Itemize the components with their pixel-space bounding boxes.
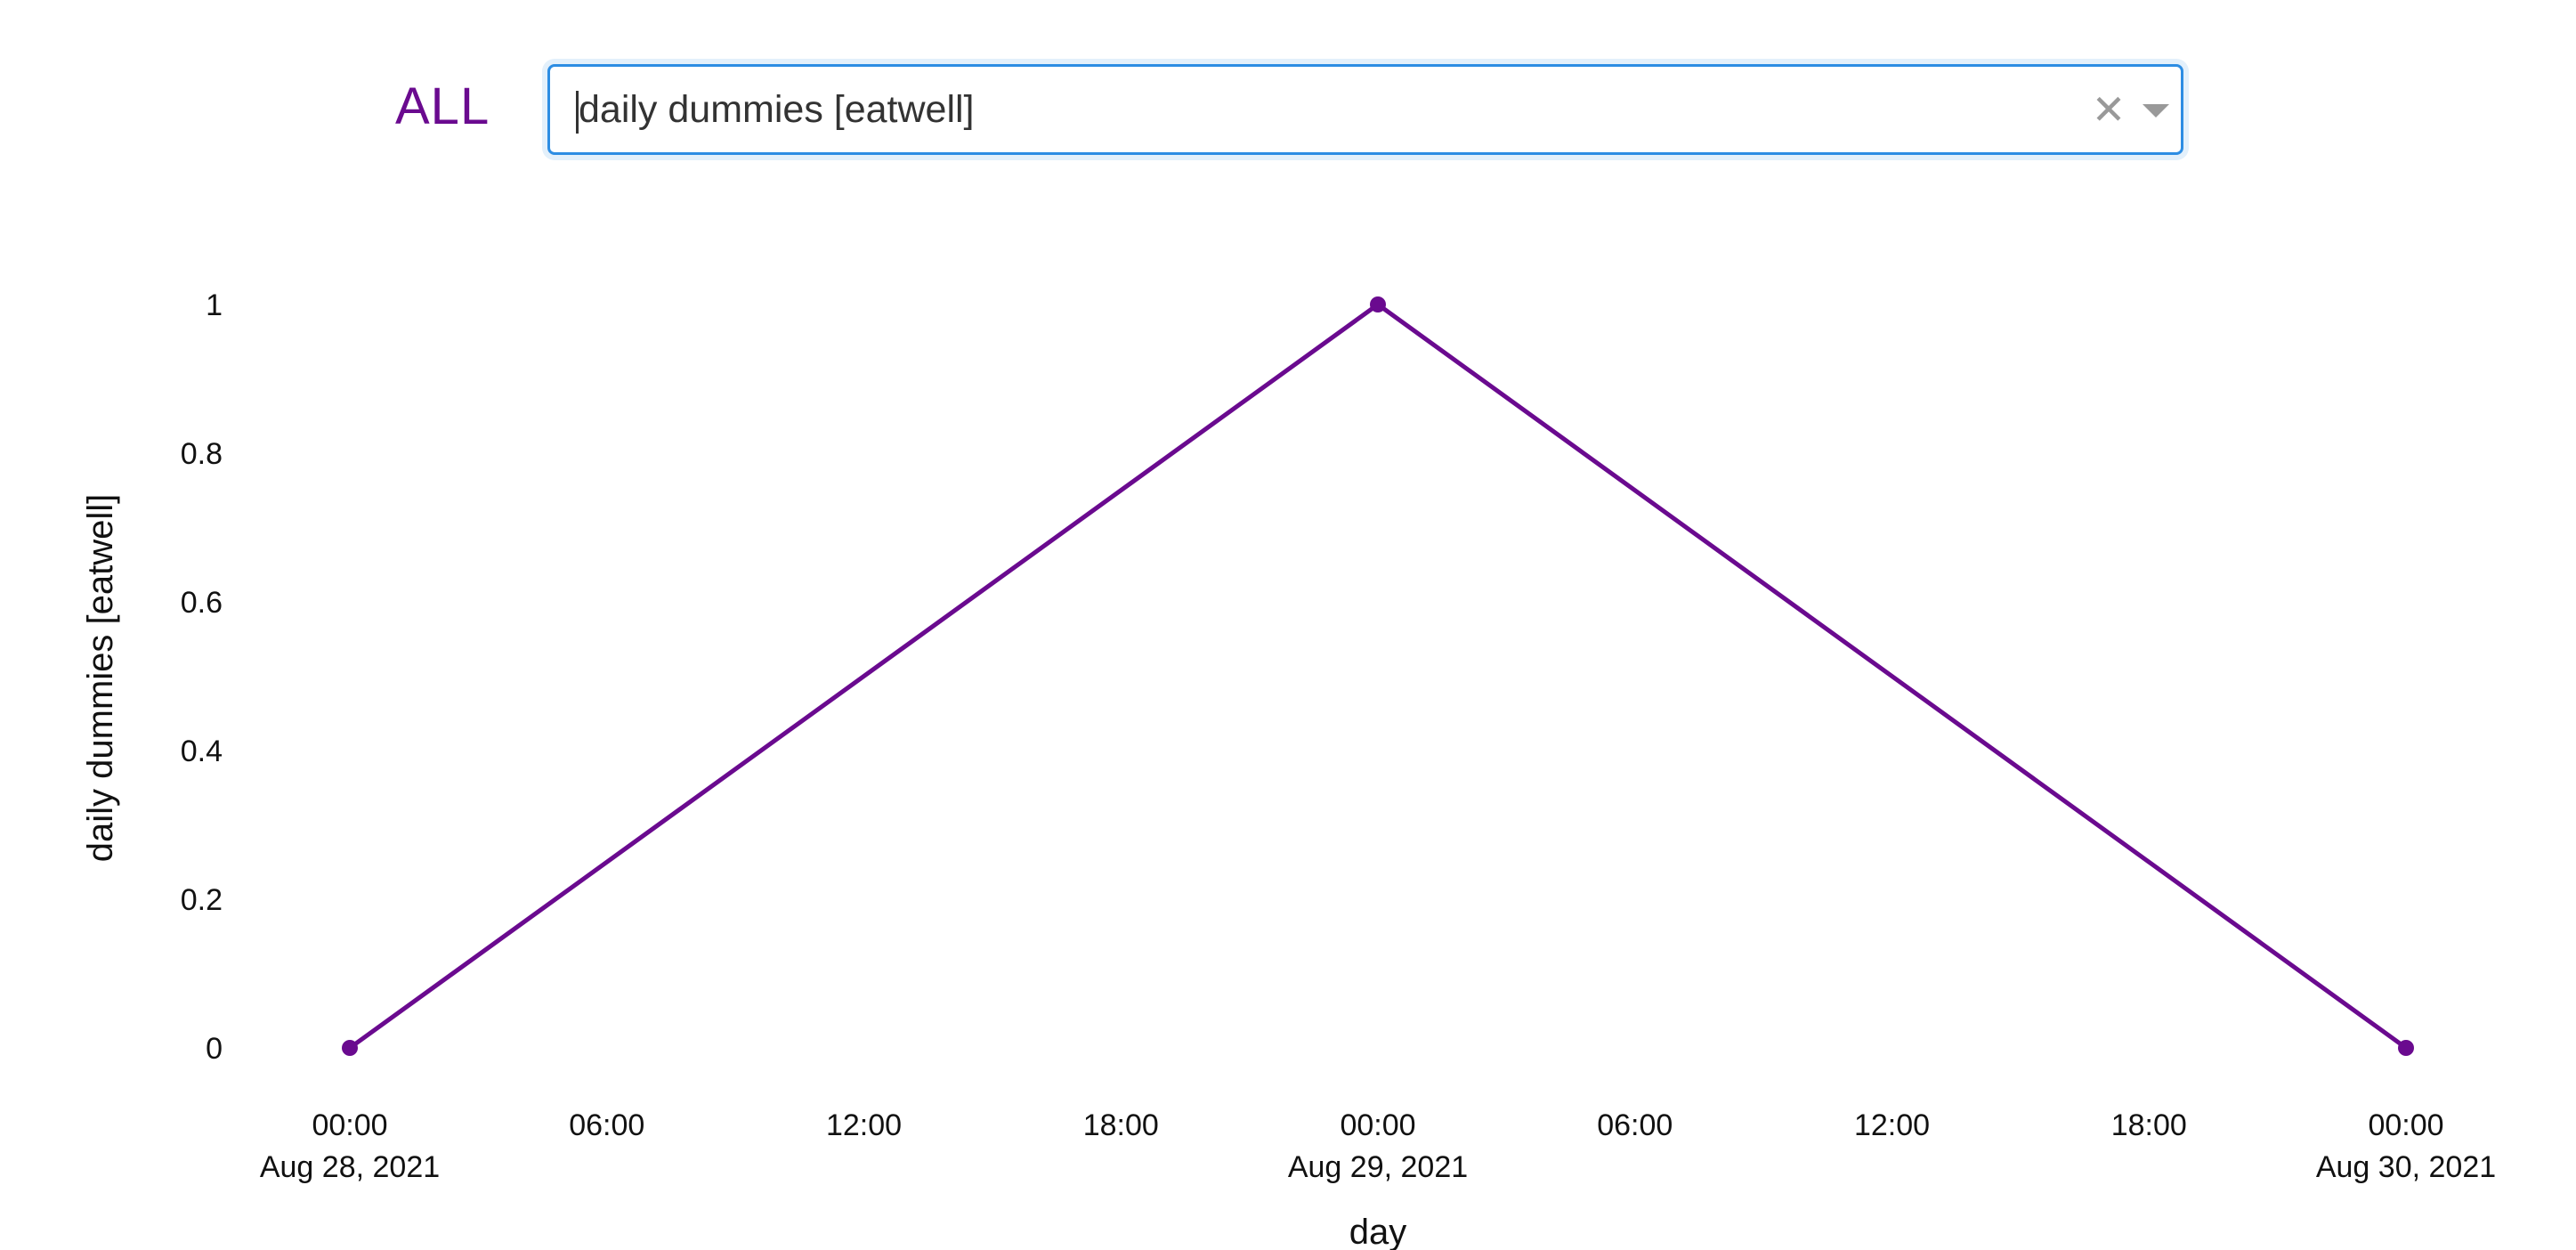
series-line bbox=[348, 301, 2408, 1051]
y-tick-label: 0.4 bbox=[181, 735, 223, 768]
x-tick-date-label: Aug 29, 2021 bbox=[1288, 1150, 1468, 1184]
y-axis-ticks: 0 0.2 0.4 0.6 0.8 1 bbox=[181, 288, 223, 1066]
x-tick-label: 00:00 bbox=[2368, 1108, 2443, 1142]
chevron-down-icon[interactable] bbox=[2139, 93, 2175, 126]
series-select-dropdown[interactable]: daily dummies [eatwell] ✕ bbox=[547, 64, 2183, 155]
y-axis-title: daily dummies [eatwell] bbox=[81, 494, 120, 863]
data-point[interactable] bbox=[1370, 296, 1386, 312]
dropdown-selected-value[interactable]: daily dummies [eatwell] bbox=[579, 88, 975, 131]
x-tick-date-label: Aug 30, 2021 bbox=[2316, 1150, 2496, 1184]
x-tick-label: 18:00 bbox=[2111, 1108, 2187, 1142]
text-cursor bbox=[576, 91, 579, 134]
close-icon[interactable]: ✕ bbox=[2091, 86, 2126, 133]
x-axis-ticks: 00:00 Aug 28, 2021 06:00 12:00 18:00 00:00 Aug… bbox=[260, 1108, 2496, 1184]
data-point[interactable] bbox=[2398, 1040, 2414, 1056]
data-point[interactable] bbox=[342, 1040, 358, 1056]
y-tick-label: 1 bbox=[206, 288, 223, 322]
x-tick-label: 00:00 bbox=[1340, 1108, 1415, 1142]
x-tick-label: 18:00 bbox=[1083, 1108, 1159, 1142]
x-tick-label: 12:00 bbox=[1854, 1108, 1930, 1142]
y-tick-label: 0.8 bbox=[181, 437, 223, 471]
x-tick-label: 12:00 bbox=[826, 1108, 902, 1142]
y-tick-label: 0.2 bbox=[181, 883, 223, 917]
all-label: ALL bbox=[395, 77, 490, 135]
x-tick-label: 00:00 bbox=[312, 1108, 387, 1142]
series-layer bbox=[342, 296, 2414, 1056]
x-axis-title: day bbox=[1349, 1213, 1407, 1250]
y-tick-label: 0 bbox=[206, 1032, 223, 1066]
x-tick-label: 06:00 bbox=[569, 1108, 644, 1142]
x-tick-label: 06:00 bbox=[1597, 1108, 1673, 1142]
x-tick-date-label: Aug 28, 2021 bbox=[260, 1150, 440, 1184]
y-tick-label: 0.6 bbox=[181, 586, 223, 620]
